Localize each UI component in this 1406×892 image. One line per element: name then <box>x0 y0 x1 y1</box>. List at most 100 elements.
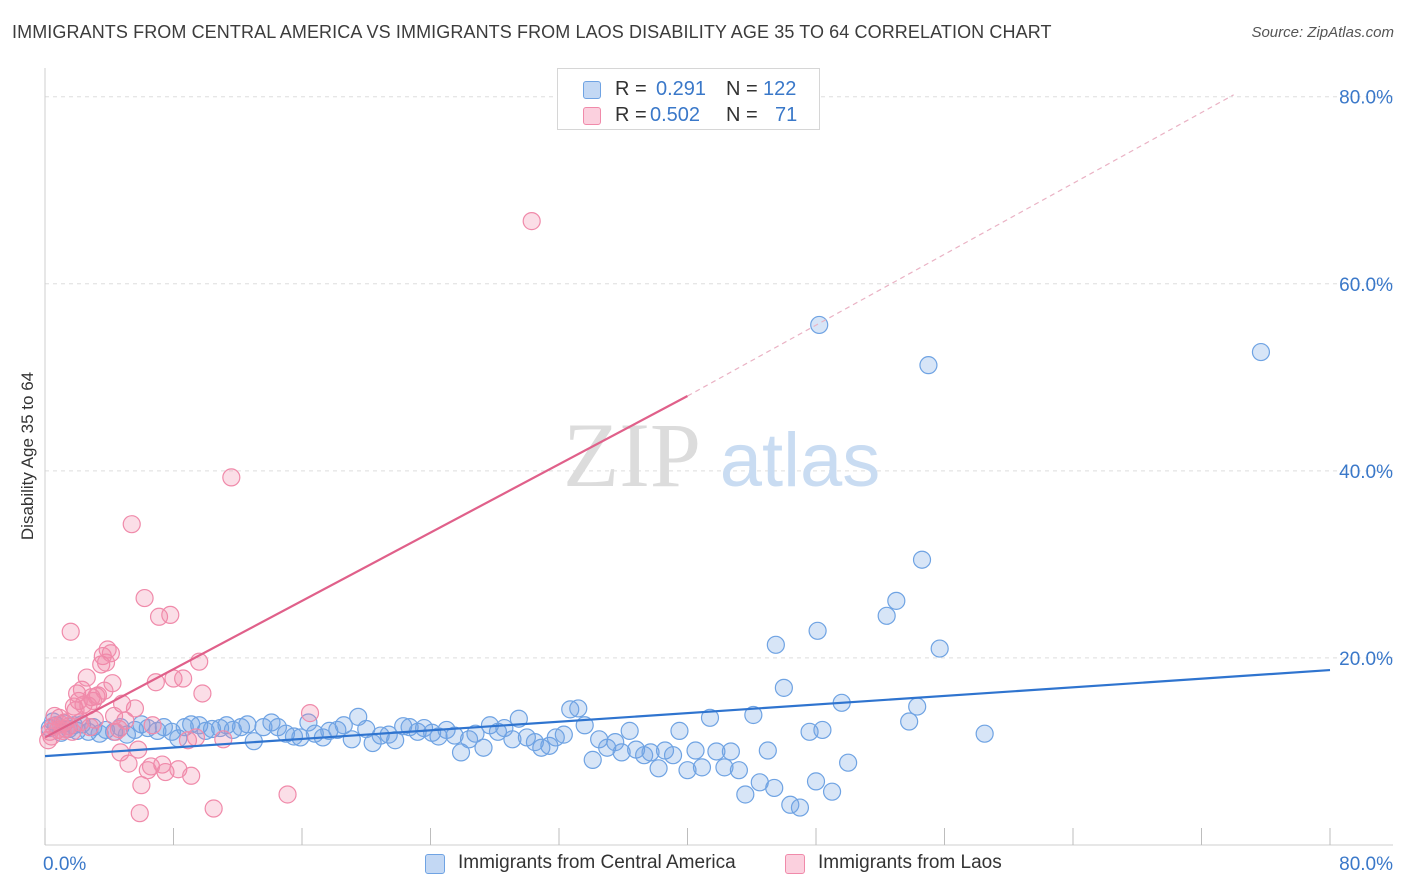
legend-swatch-pink <box>785 854 805 874</box>
data-point <box>61 622 80 641</box>
data-point <box>101 644 120 663</box>
data-point <box>887 591 906 610</box>
data-point <box>445 726 464 745</box>
data-point <box>822 782 842 801</box>
y-tick-label: 60.0% <box>1339 275 1393 296</box>
data-point <box>143 716 162 735</box>
legend-swatch-pink <box>583 107 601 125</box>
data-point <box>790 798 810 817</box>
data-point <box>503 730 522 749</box>
data-point <box>620 721 639 740</box>
data-point <box>238 715 257 734</box>
data-point <box>122 515 141 534</box>
trend-line-extension <box>687 94 1234 397</box>
source-credit: Source: ZipAtlas.com <box>1251 24 1394 41</box>
watermark-zip: ZIP <box>563 404 701 506</box>
data-point <box>278 785 297 804</box>
series-laos-points <box>39 212 541 823</box>
data-point <box>606 733 625 752</box>
y-tick-label: 40.0% <box>1339 462 1393 483</box>
data-point <box>806 772 826 791</box>
data-point <box>686 741 705 760</box>
data-point <box>744 705 763 725</box>
data-point <box>474 738 493 757</box>
data-point <box>174 669 193 688</box>
data-point <box>522 212 541 231</box>
data-point <box>612 743 631 762</box>
data-point <box>334 716 353 735</box>
data-point <box>300 704 320 723</box>
data-point <box>104 706 124 726</box>
data-point <box>66 701 85 720</box>
data-point <box>765 778 784 798</box>
data-point <box>766 635 785 654</box>
data-point <box>96 653 116 672</box>
data-point <box>554 725 573 744</box>
correlation-legend: R = 0.291 N = 122 R = 0.502 N = 71 <box>557 68 820 130</box>
data-point <box>813 720 832 740</box>
data-point <box>569 699 588 718</box>
legend-row-central-america: R = 0.291 N = 122 <box>558 78 819 104</box>
data-point <box>641 743 660 762</box>
data-point <box>670 721 689 740</box>
data-point <box>583 750 602 769</box>
data-point <box>649 759 668 778</box>
tick-labels: 20.0% 40.0% 60.0% 80.0% 0.0% 80.0% <box>43 88 1393 875</box>
data-point <box>451 743 471 762</box>
data-point <box>707 742 726 761</box>
data-point <box>509 709 528 728</box>
data-point <box>299 713 318 732</box>
data-point <box>692 758 712 777</box>
data-point <box>810 315 829 335</box>
legend-r-label: R = <box>615 104 647 126</box>
legend-n-label: N = <box>726 78 758 100</box>
data-point <box>663 746 683 765</box>
data-point <box>721 742 740 761</box>
trend-line <box>44 668 1331 758</box>
data-point <box>77 668 96 687</box>
data-point <box>130 804 149 823</box>
legend-n-label: N = <box>726 104 758 126</box>
x-tick-label: 80.0% <box>1339 854 1393 875</box>
data-point <box>80 718 100 737</box>
legend-swatch-blue <box>583 81 601 99</box>
data-point <box>715 758 734 777</box>
data-point <box>930 639 949 658</box>
data-point <box>758 741 777 760</box>
data-point <box>466 724 485 743</box>
legend-r-label: R = <box>615 78 647 100</box>
data-point <box>774 678 793 697</box>
bottom-legend-label: Immigrants from Central America <box>458 852 736 873</box>
data-point <box>678 761 697 780</box>
legend-row-laos: R = 0.502 N = 71 <box>558 104 819 130</box>
data-point <box>132 776 151 795</box>
data-point <box>912 550 932 569</box>
chart-title: IMMIGRANTS FROM CENTRAL AMERICA VS IMMIG… <box>12 22 1052 42</box>
data-point <box>839 753 858 772</box>
grid-lines <box>45 96 1393 659</box>
data-point <box>135 588 154 608</box>
data-point <box>222 468 241 487</box>
y-tick-label: 80.0% <box>1339 88 1393 109</box>
legend-r-value: 0.502 <box>650 104 701 126</box>
data-point <box>1251 342 1271 362</box>
legend-n-value: 122 <box>763 78 797 100</box>
axes <box>44 68 1393 846</box>
trend-lines <box>44 94 1331 758</box>
trend-line <box>44 395 689 739</box>
watermark-atlas: atlas <box>720 418 881 503</box>
data-point <box>736 785 755 804</box>
data-point <box>161 605 180 625</box>
data-point <box>50 708 69 727</box>
y-tick-label: 20.0% <box>1339 649 1393 670</box>
legend-swatch-blue <box>425 854 445 874</box>
data-point <box>700 708 720 727</box>
data-point <box>900 712 919 731</box>
legend-r-value: 0.291 <box>656 78 707 100</box>
data-point <box>877 606 896 625</box>
data-point <box>808 621 827 640</box>
data-point <box>193 684 212 703</box>
data-point <box>149 607 169 626</box>
data-point <box>204 799 223 818</box>
watermark: ZIP atlas <box>563 404 880 506</box>
